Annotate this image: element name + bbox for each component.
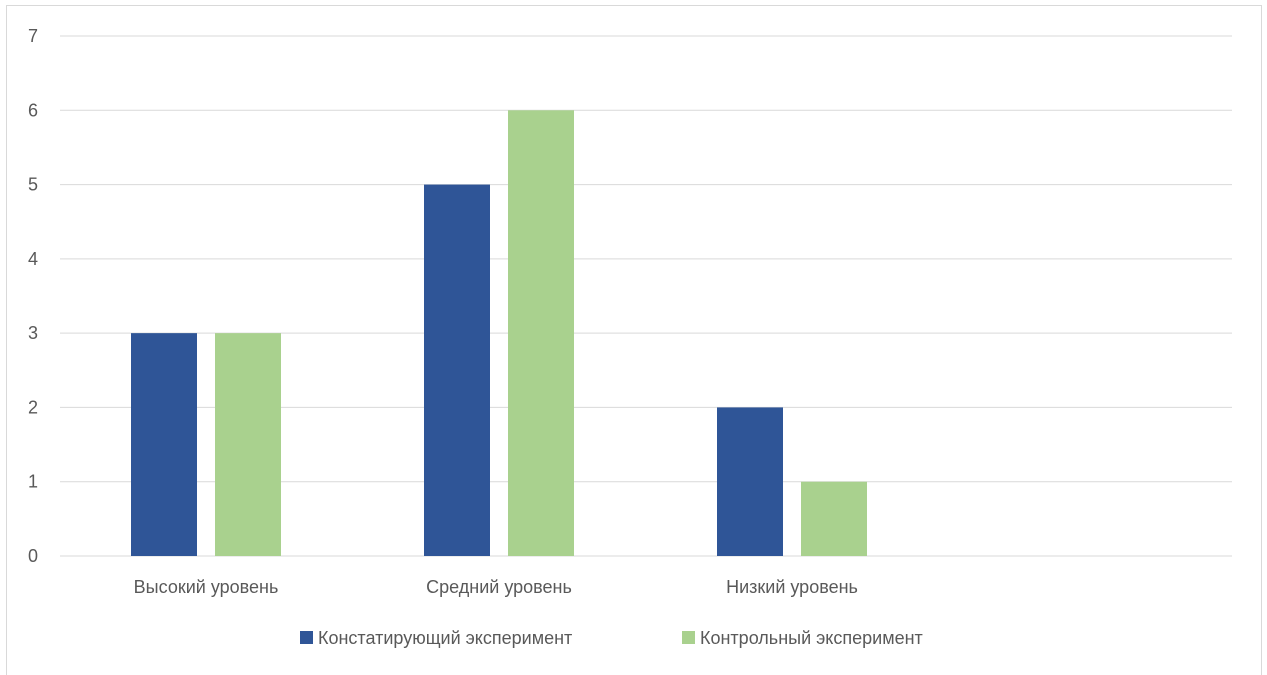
y-tick-label: 5 [28, 175, 38, 195]
y-tick-label: 2 [28, 397, 38, 417]
bar-2-2 [508, 110, 574, 557]
x-category-label: Высокий уровень [134, 577, 279, 597]
bar-1-3 [717, 407, 783, 556]
bar-1-1 [131, 333, 197, 556]
chart-frame [6, 5, 1262, 675]
legend-swatch [300, 631, 313, 644]
y-tick-label: 0 [28, 546, 38, 566]
y-tick-label: 3 [28, 323, 38, 343]
y-tick-label: 4 [28, 249, 38, 269]
legend-entry: Контрольный эксперимент [700, 628, 923, 648]
x-category-label: Средний уровень [426, 577, 572, 597]
legend-entry: Констатирующий эксперимент [318, 628, 572, 648]
y-tick-label: 1 [28, 472, 38, 492]
y-axis-ticks: 0 1 2 3 4 5 6 7 [28, 26, 38, 566]
x-axis-categories: Высокий уровень Средний уровень Низкий уро… [134, 577, 858, 597]
y-tick-label: 6 [28, 100, 38, 120]
x-category-label: Низкий уровень [726, 577, 858, 597]
bar-1-2 [424, 184, 490, 557]
legend-swatch [682, 631, 695, 644]
bar-2-1 [215, 333, 281, 556]
legend: Констатирующий эксперимент Контрольный эк… [300, 628, 923, 648]
y-tick-label: 7 [28, 26, 38, 46]
bars [131, 110, 867, 557]
bar-2-3 [801, 481, 867, 556]
